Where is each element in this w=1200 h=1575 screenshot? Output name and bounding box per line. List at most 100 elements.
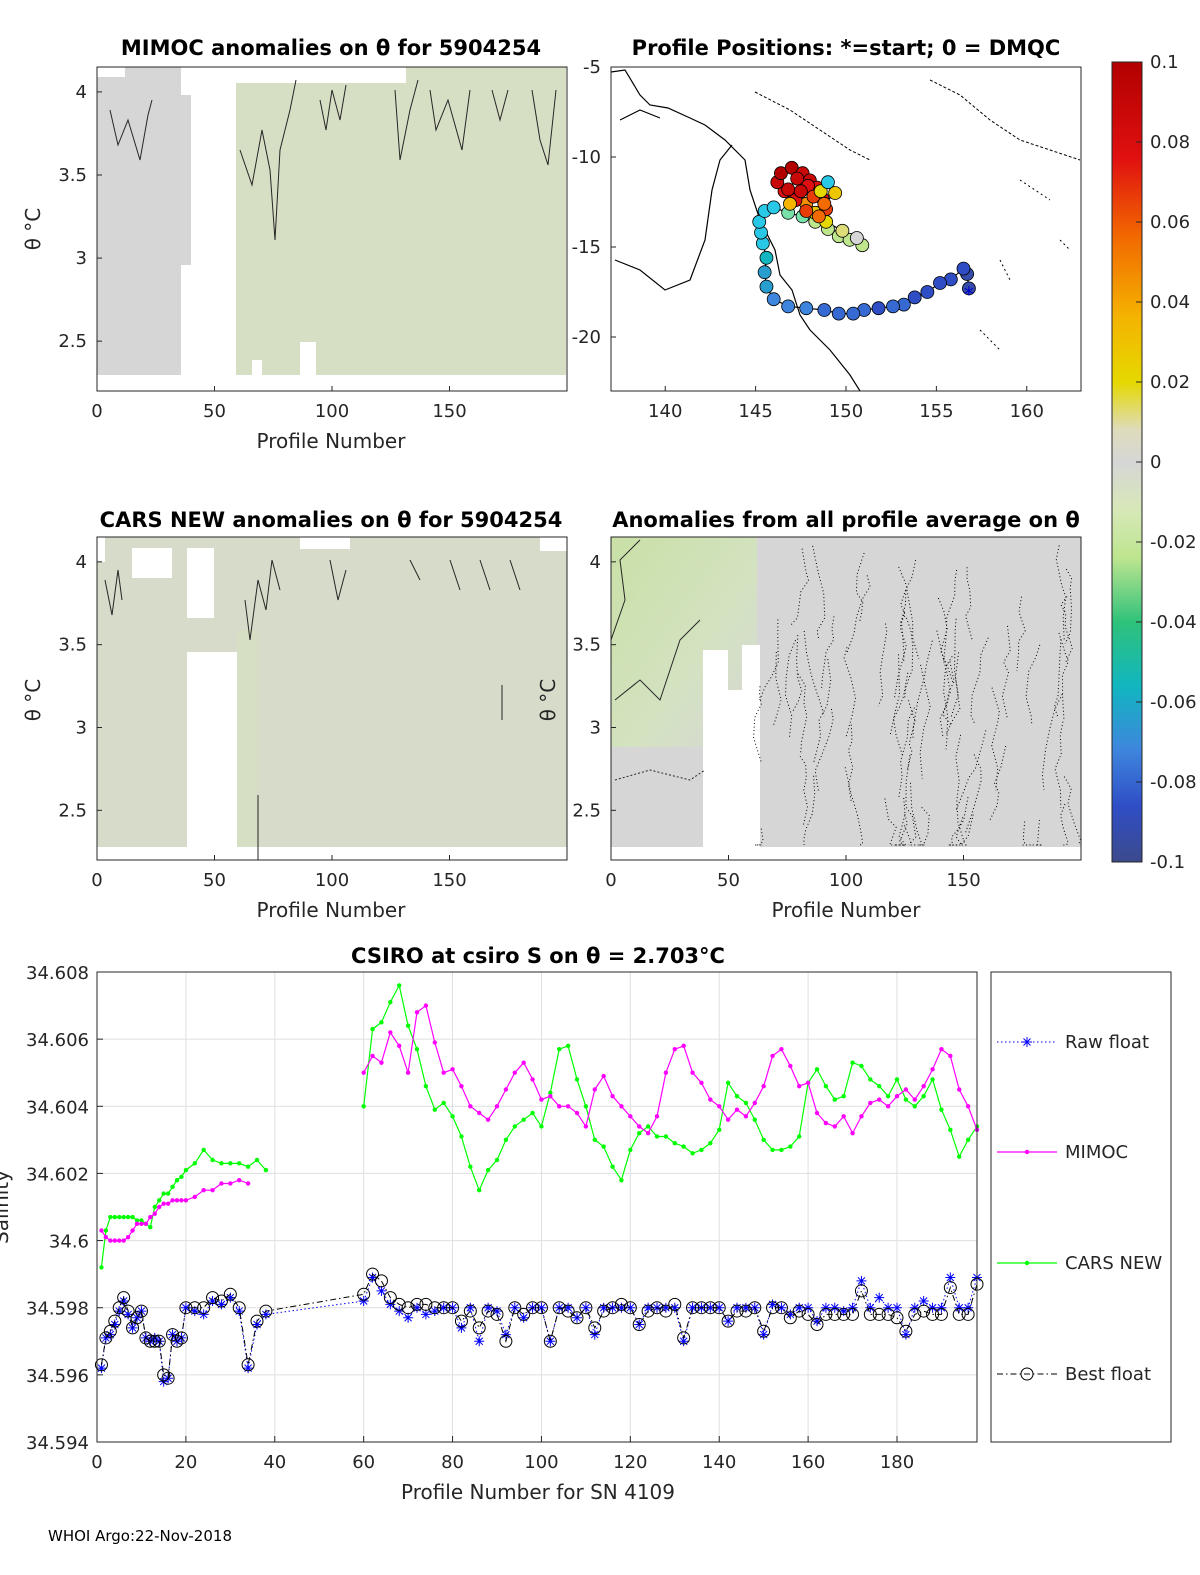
x-tick-label: 0 [91,870,102,891]
mimoc-point [610,1094,615,1099]
raw-float-marker [892,1302,902,1313]
footer-stamp: WHOI Argo:22-Nov-2018 [48,1527,232,1545]
cars-point [610,1164,615,1169]
x-tick-label: 80 [441,1452,464,1473]
y-tick-label: -15 [572,237,601,258]
best-float-marker [117,1291,131,1305]
cars-point [379,1020,384,1025]
cars-point [423,1083,429,1089]
profile-marker [828,186,843,200]
mimoc-point [628,1114,633,1119]
cars-point [414,1047,420,1052]
x-tick-label: 180 [880,1452,914,1473]
raw-float-marker [96,1363,107,1374]
mimoc-point [841,1114,846,1119]
y-tick-label: 2.5 [58,800,87,821]
colorbar: 0.1 0.08 0.06 0.04 0.02 0 -0.02 -0.04 -0.06 -0.08… [1111,52,1197,873]
cars-point [601,1144,606,1149]
cars-point [450,1114,455,1119]
mimoc-point [583,1124,589,1129]
cars-point [459,1134,464,1139]
best-float-marker [819,1307,833,1321]
profile-marker [784,160,799,175]
mimoc-point [219,1181,224,1186]
cars-point [939,1107,944,1112]
mimoc-point [103,1235,109,1240]
x-tick-label: 150 [432,401,466,422]
cars-point [121,1214,126,1220]
cars-point [192,1161,197,1166]
mimoc-point [717,1104,722,1109]
cars-xlabel: Profile Number [257,898,407,922]
y-tick-label: 34.602 [26,1164,89,1185]
raw-float-marker [963,1302,974,1313]
cars-point [237,1161,242,1166]
raw-float-marker [705,1302,716,1313]
cars-point [814,1067,820,1072]
raw-float-marker [580,1302,591,1313]
cars-point [130,1214,135,1220]
raw-float-marker [874,1292,885,1303]
best-float-marker [588,1321,602,1335]
allavg-y-ticks: 4 3.5 3 2.5 [572,552,616,821]
mimoc-point [663,1070,669,1075]
raw-float-marker [945,1272,956,1283]
raw-float-marker [189,1306,200,1317]
cars-point [183,1167,189,1173]
mimoc-point [681,1043,686,1049]
mimoc-point [423,1003,429,1008]
mimoc-point [512,1070,517,1075]
best-float-marker [721,1314,735,1328]
y-tick-label: 34.6 [49,1232,89,1253]
raw-float-marker [616,1302,627,1313]
raw-float-marker [394,1306,405,1317]
raw-float-marker [545,1336,556,1347]
x-tick-label: 50 [203,401,226,422]
mimoc-point [245,1181,251,1186]
raw-float-marker [438,1302,449,1313]
profile-marker [835,223,850,238]
y-tick-label: -20 [572,327,601,348]
timeseries-ylabel: Salinity [0,1170,13,1244]
best-float-marker [508,1301,522,1315]
y-tick-label: 34.606 [26,1030,89,1051]
profile-marker [752,214,767,229]
mimoc-point [885,1104,891,1109]
cars-point [254,1157,260,1163]
best-float-marker [214,1294,228,1308]
x-tick-label: 150 [829,401,863,422]
mimoc-point [210,1188,215,1193]
best-float-marker [659,1304,673,1318]
best-float-marker [357,1287,371,1301]
best-float-marker [419,1297,433,1311]
positions-x-ticks: 140 145 150 155 160 [648,386,1044,422]
cars-point [672,1141,677,1146]
x-tick-label: 100 [315,870,349,891]
mimoc-point [823,1120,829,1126]
best-float-marker [121,1304,135,1318]
mimoc-point [734,1107,740,1112]
cars-point [494,1157,500,1163]
mimoc-point [485,1117,491,1122]
best-float-marker [641,1304,655,1318]
legend-label: Best float [1065,1364,1151,1385]
profile-marker [781,182,796,197]
cars-point [117,1214,122,1220]
mimoc-point [494,1104,500,1109]
mimoc-point [179,1198,184,1203]
mimoc-point [157,1204,162,1210]
best-float-marker [846,1307,860,1321]
profile-marker [759,250,774,265]
cars-point [788,1144,793,1149]
raw-float-marker [714,1302,725,1313]
mimoc-point [948,1053,953,1059]
best-float-marker [570,1311,584,1325]
positions-panel: Profile Positions: *=start; 0 = DMQC * 1… [572,36,1082,422]
best-float-marker [686,1301,700,1315]
x-tick-label: 100 [524,1452,558,1473]
best-float-marker [748,1301,762,1315]
best-float-marker [170,1334,184,1348]
best-float-marker [130,1311,144,1325]
mimoc-point [797,1083,802,1089]
best-float-marker [250,1314,264,1328]
